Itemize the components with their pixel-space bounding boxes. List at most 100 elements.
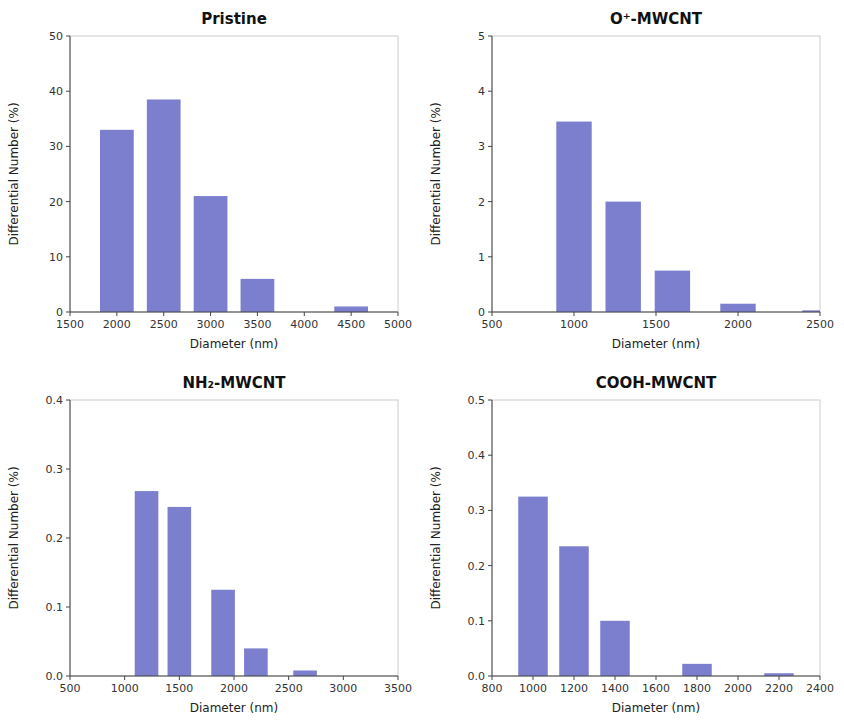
bar <box>334 306 368 312</box>
y-tick <box>488 400 492 401</box>
y-tick <box>66 312 70 313</box>
y-tick <box>488 36 492 37</box>
chart-title: COOH-MWCNT <box>596 374 717 392</box>
x-tick <box>820 676 821 680</box>
y-tick-label: 1 <box>478 251 485 264</box>
y-tick-label: 0 <box>56 306 63 319</box>
bar <box>556 122 591 312</box>
chart-title: NH₂-MWCNT <box>182 374 286 392</box>
x-tick-label: 1000 <box>560 318 588 331</box>
x-tick-label: 2500 <box>806 318 834 331</box>
y-tick-label: 0.4 <box>46 394 64 407</box>
x-tick-label: 3000 <box>197 318 225 331</box>
figure: 1500200025003000350040004500500001020304… <box>0 0 844 728</box>
bar <box>135 491 159 676</box>
x-tick-label: 500 <box>60 682 81 695</box>
bar <box>518 497 548 676</box>
x-tick <box>124 676 125 680</box>
x-axis-label: Diameter (nm) <box>612 701 701 715</box>
chart-title: O⁺-MWCNT <box>610 10 703 28</box>
x-tick-label: 1000 <box>519 682 547 695</box>
x-axis-label: Diameter (nm) <box>190 337 279 351</box>
bar <box>655 271 690 312</box>
y-tick-label: 50 <box>49 30 63 43</box>
y-tick-label: 3 <box>478 140 485 153</box>
x-tick-label: 1200 <box>560 682 588 695</box>
y-tick-label: 0.0 <box>468 670 486 683</box>
y-tick <box>488 676 492 677</box>
y-tick <box>66 201 70 202</box>
y-axis <box>492 36 493 312</box>
y-tick <box>66 146 70 147</box>
x-tick-label: 1500 <box>56 318 84 331</box>
y-tick <box>66 538 70 539</box>
x-tick <box>656 312 657 316</box>
x-tick <box>398 312 399 316</box>
x-tick-label: 500 <box>482 318 503 331</box>
x-tick-label: 1600 <box>642 682 670 695</box>
x-tick <box>738 312 739 316</box>
x-tick-label: 2400 <box>806 682 834 695</box>
x-tick <box>70 676 71 680</box>
y-tick <box>488 91 492 92</box>
plot-area <box>492 36 820 312</box>
subplot: 800100012001400160018002000220024000.00.… <box>429 374 834 715</box>
y-tick <box>66 607 70 608</box>
x-tick <box>656 676 657 680</box>
y-tick <box>488 620 492 621</box>
plot-area <box>492 400 820 676</box>
y-tick <box>488 256 492 257</box>
x-tick <box>288 676 289 680</box>
y-tick <box>66 676 70 677</box>
x-tick-label: 2000 <box>724 318 752 331</box>
x-tick-label: 4500 <box>337 318 365 331</box>
x-tick-label: 5000 <box>384 318 412 331</box>
x-tick <box>179 676 180 680</box>
x-tick <box>779 676 780 680</box>
x-tick-label: 800 <box>482 682 503 695</box>
x-tick <box>574 312 575 316</box>
bar <box>720 304 755 312</box>
y-tick-label: 0.2 <box>46 532 64 545</box>
x-tick <box>343 676 344 680</box>
x-tick <box>70 312 71 316</box>
x-axis-label: Diameter (nm) <box>190 701 279 715</box>
y-tick <box>488 201 492 202</box>
bar <box>147 99 181 312</box>
y-tick-label: 0.2 <box>468 560 486 573</box>
plot-area <box>70 400 398 676</box>
bar <box>168 507 192 676</box>
x-tick <box>304 312 305 316</box>
y-tick-label: 30 <box>49 140 63 153</box>
y-tick <box>488 565 492 566</box>
x-tick <box>533 676 534 680</box>
subplot: 5001000150020002500300035000.00.10.20.30… <box>7 374 412 715</box>
x-tick <box>492 676 493 680</box>
x-tick <box>116 312 117 316</box>
x-tick-label: 2500 <box>275 682 303 695</box>
x-tick-label: 1500 <box>165 682 193 695</box>
y-axis-label: Differential Number (%) <box>429 466 443 609</box>
x-axis <box>70 312 398 313</box>
y-tick <box>66 91 70 92</box>
y-axis-label: Differential Number (%) <box>7 466 21 609</box>
x-tick <box>615 676 616 680</box>
y-tick <box>488 312 492 313</box>
y-axis <box>492 400 493 676</box>
bar <box>682 664 712 676</box>
y-tick-label: 0 <box>478 306 485 319</box>
y-tick-label: 10 <box>49 251 63 264</box>
x-tick <box>257 312 258 316</box>
y-tick <box>488 146 492 147</box>
y-tick-label: 0.3 <box>46 463 64 476</box>
x-tick-label: 2000 <box>103 318 131 331</box>
y-tick-label: 0.4 <box>468 449 486 462</box>
y-tick-label: 20 <box>49 196 63 209</box>
y-tick-label: 40 <box>49 85 63 98</box>
y-axis <box>70 36 71 312</box>
x-tick-label: 1800 <box>683 682 711 695</box>
x-tick-label: 1000 <box>111 682 139 695</box>
bar <box>194 196 228 312</box>
x-tick-label: 2500 <box>150 318 178 331</box>
x-tick <box>820 312 821 316</box>
